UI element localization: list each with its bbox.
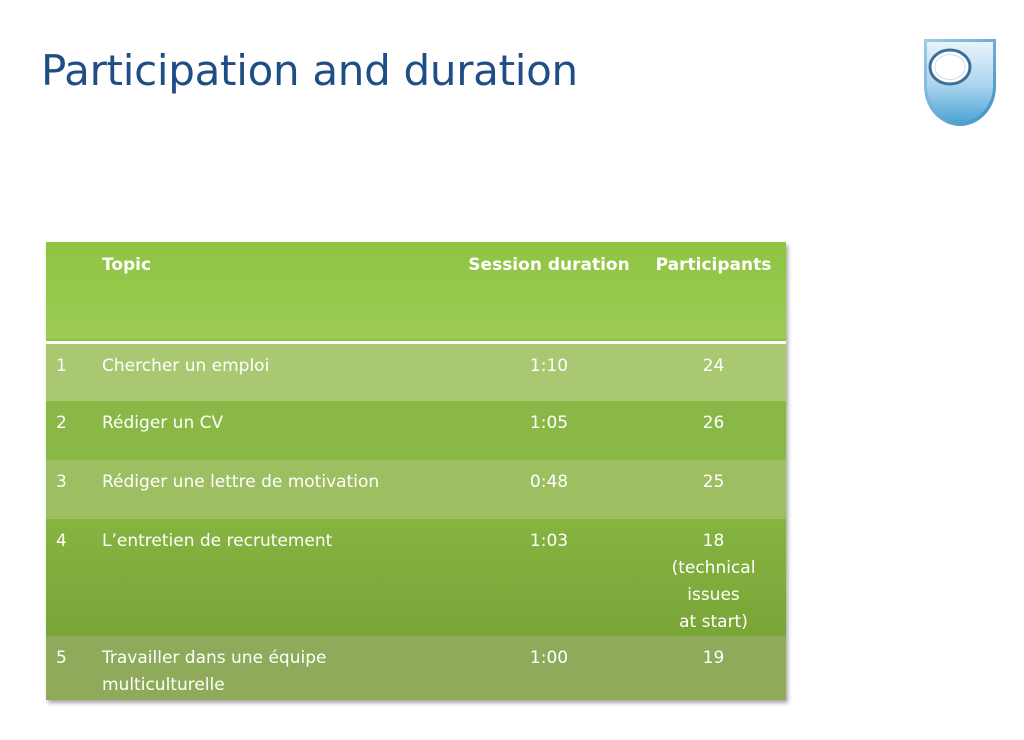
row-topic: Rédiger une lettre de motivation <box>102 472 380 492</box>
row-participants: 24 <box>702 355 725 376</box>
participants-note-line-2: at start) <box>679 612 748 632</box>
row-participants: 26 <box>702 413 725 433</box>
participants-note-line-1: (technical issues <box>671 558 756 605</box>
header-topic: Topic <box>102 255 152 275</box>
row-number: 3 <box>56 472 67 492</box>
shield-logo-icon <box>920 36 1000 130</box>
participants-count: 18 <box>702 531 725 551</box>
row-participants: 18 (technical issues at start) <box>641 519 786 636</box>
row-participants: 19 <box>702 648 725 668</box>
table-row: 2 Rédiger un CV 1:05 26 <box>46 401 786 460</box>
header-number <box>46 242 94 342</box>
row-participants: 25 <box>702 472 725 492</box>
row-duration: 1:03 <box>529 531 569 551</box>
row-duration: 1:00 <box>529 648 569 668</box>
row-number: 1 <box>56 355 67 376</box>
row-duration: 0:48 <box>529 472 569 492</box>
row-number: 2 <box>56 413 67 433</box>
row-topic: L’entretien de recrutement <box>102 531 333 551</box>
row-topic: Rédiger un CV <box>102 413 224 433</box>
row-duration: 1:10 <box>529 355 569 376</box>
row-duration: 1:05 <box>529 413 569 433</box>
table-row: 1 Chercher un emploi 1:10 24 <box>46 342 786 401</box>
header-participants: Participants <box>655 255 772 275</box>
participation-table: Topic Session duration Participants 1 Ch… <box>46 242 786 700</box>
table-row: 5 Travailler dans une équipe multicultur… <box>46 636 786 700</box>
table-row: 4 L’entretien de recrutement 1:03 18 (te… <box>46 519 786 636</box>
table-header-row: Topic Session duration Participants <box>46 242 786 342</box>
table-row: 3 Rédiger une lettre de motivation 0:48 … <box>46 460 786 519</box>
row-number: 5 <box>56 648 67 668</box>
row-topic: Chercher un emploi <box>102 355 270 376</box>
row-number: 4 <box>56 531 67 551</box>
slide-title: Participation and duration <box>41 46 578 95</box>
header-session-duration: Session duration <box>468 255 630 275</box>
row-topic: Travailler dans une équipe multiculturel… <box>102 648 327 695</box>
